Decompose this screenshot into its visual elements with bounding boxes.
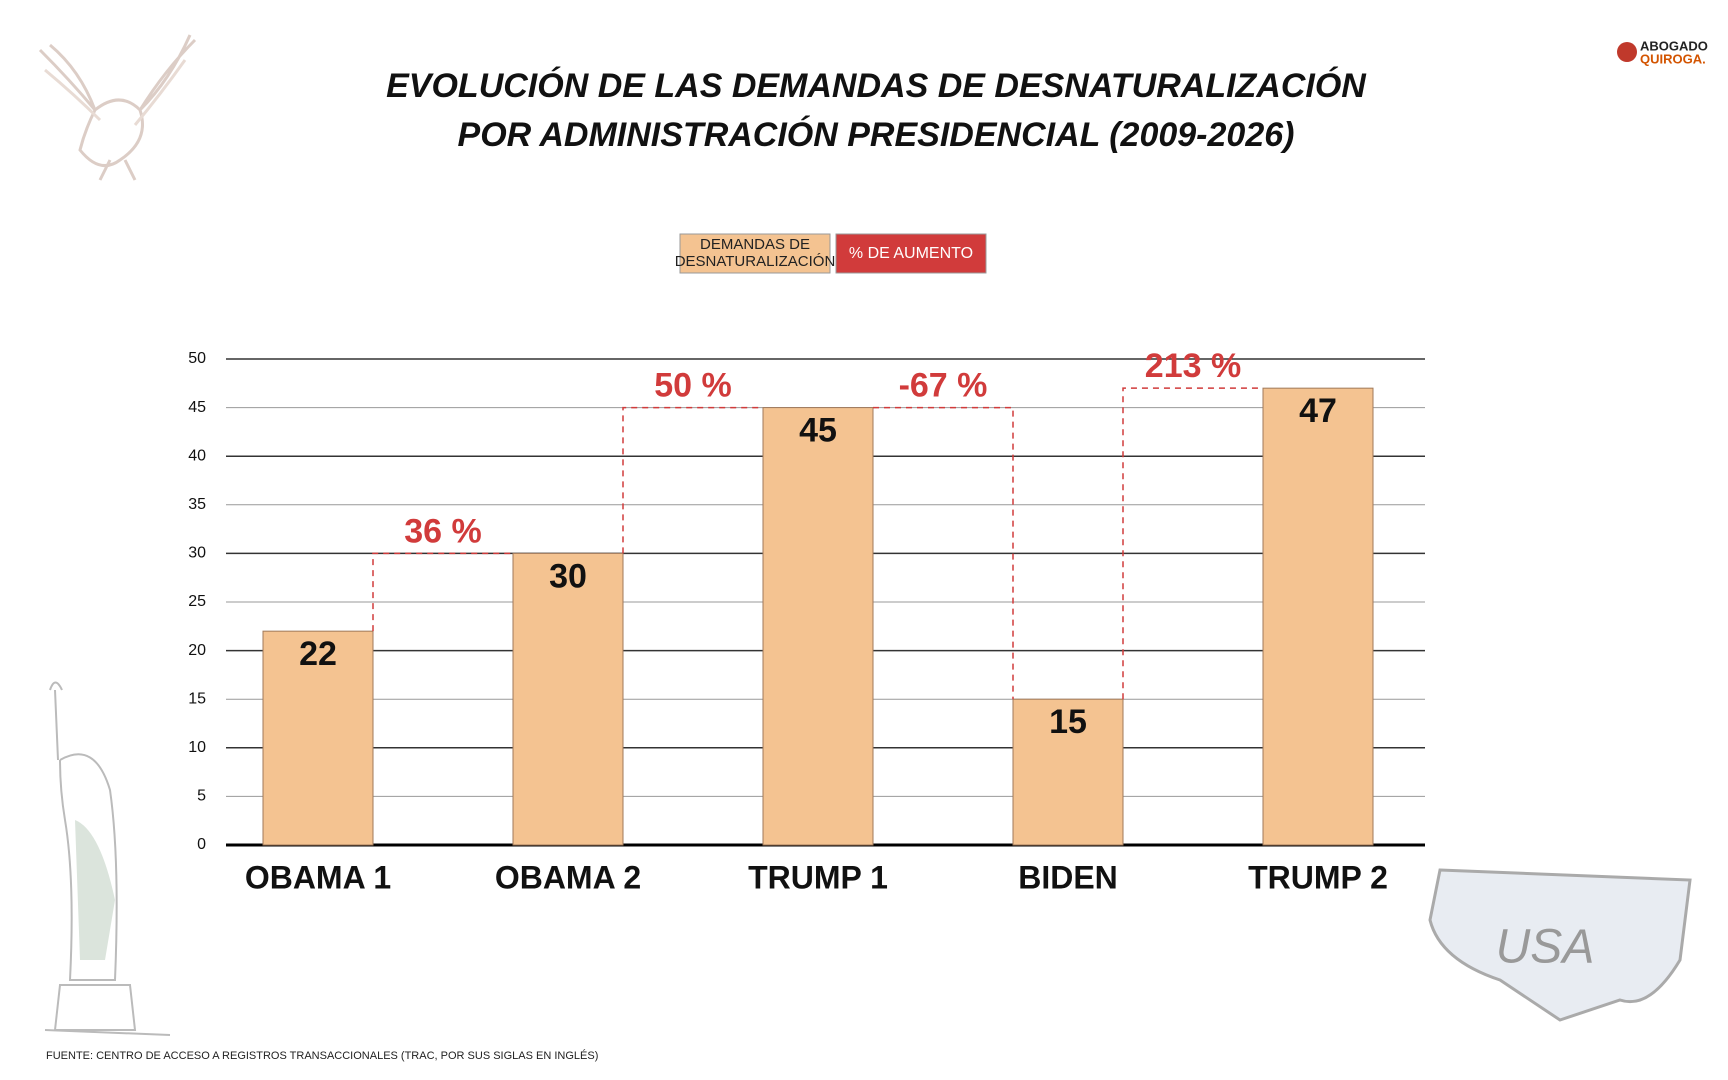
bar [1262,387,1374,846]
legend-label: DEMANDAS DE DESNATURALIZACIÓN [675,236,836,270]
logo: ABOGADO QUIROGA. [1617,38,1708,66]
change-label: 50 % [654,367,732,405]
eagle-sketch [38,34,197,181]
bar [1012,698,1124,846]
y-tick-label: 50 [188,350,206,367]
bar [262,630,374,846]
bar-value-label: 47 [1299,392,1337,430]
x-tick-label: BIDEN [1018,859,1118,895]
y-tick-label: 15 [188,690,206,707]
y-tick-label: 25 [188,593,206,610]
bar-value-label: 22 [299,635,337,673]
y-tick-label: 40 [188,447,206,464]
x-tick-label: TRUMP 1 [748,859,888,895]
bar-value-label: 15 [1049,703,1087,741]
y-tick-label: 5 [197,788,206,805]
legend-swatch [679,233,831,274]
y-tick-label: 0 [197,836,206,853]
bar-value-label: 30 [549,557,587,595]
legend-label: % DE AUMENTO [849,245,973,262]
statue-sketch [44,681,171,1036]
change-label: 36 % [404,512,482,550]
bar [512,552,624,846]
change-label: -67 % [899,367,988,405]
y-tick-label: 20 [188,642,206,659]
logo-text: QUIROGA. [1640,51,1706,66]
y-tick-label: 30 [188,545,206,562]
chart-title: EVOLUCIÓN DE LAS DEMANDAS DE DESNATURALI… [386,67,1367,105]
x-tick-label: OBAMA 2 [495,859,641,895]
logo-text: ABOGADO [1640,38,1708,53]
source-note: FUENTE: CENTRO DE ACCESO A REGISTROS TRA… [46,1049,598,1062]
change-connector [622,406,763,554]
legend-swatch [835,233,987,274]
y-tick-label: 10 [188,739,206,756]
y-tick-label: 35 [188,496,206,513]
change-connector [372,552,513,632]
usa-map-sketch: USA [1428,868,1692,1022]
x-tick-label: TRUMP 2 [1248,859,1388,895]
change-connector [1122,387,1263,700]
bar [762,407,874,846]
y-tick-label: 45 [188,399,206,416]
map-label: USA [1496,921,1595,974]
chart-title: POR ADMINISTRACIÓN PRESIDENCIAL (2009-20… [458,116,1295,154]
bar-value-label: 45 [799,412,837,450]
change-label: 213 % [1145,347,1241,385]
logo-mark [1617,42,1637,62]
x-tick-label: OBAMA 1 [245,859,391,895]
change-connector [873,406,1014,700]
